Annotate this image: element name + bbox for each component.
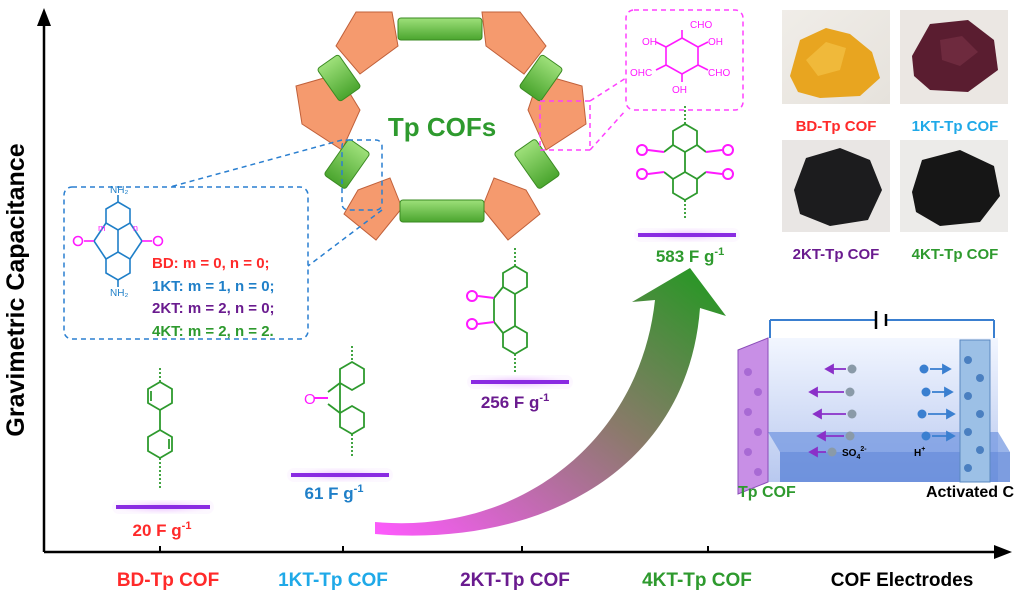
- legend-item: 4KT: m = 2, n = 2.: [152, 323, 274, 340]
- x-axis-label: COF Electrodes: [831, 570, 974, 591]
- photo-1kt-tp: [900, 10, 1008, 104]
- linker-carbonyls: [72, 235, 164, 247]
- level-bar-bd: [112, 500, 214, 514]
- pyrene-tetraone-structure: [663, 106, 707, 220]
- level-bar-2kt: [467, 375, 573, 389]
- y-axis: [37, 8, 51, 552]
- linker-callout: [63, 139, 383, 340]
- phenanthrenequinone-structure: [493, 248, 528, 372]
- legend-item: 1KT: m = 1, n = 0;: [152, 278, 275, 295]
- tp-electrode-pattern: [744, 368, 762, 476]
- framework-node: [295, 11, 587, 241]
- svg-text:CHO: CHO: [690, 20, 712, 31]
- svg-text:OH: OH: [708, 37, 723, 48]
- tetraone-oxygens: [636, 144, 734, 180]
- anion: [827, 364, 857, 457]
- y-axis-label: Gravimetric Capacitance: [2, 143, 30, 436]
- photo-bd-tp: [782, 10, 890, 104]
- supercapacitor-cell: SO42- H+: [737, 311, 1010, 495]
- svg-text:NH₂: NH₂: [110, 288, 128, 299]
- photo-4kt-tp: [900, 140, 1008, 232]
- quinone-oxygens: [466, 290, 495, 330]
- trend-arrow: [375, 268, 726, 536]
- cation-label: H+: [914, 446, 925, 459]
- svg-text:O: O: [304, 391, 316, 408]
- cell-left-label: Tp COF: [738, 484, 796, 501]
- x-tick-label: BD-Tp COF: [117, 570, 219, 591]
- svg-text:n: n: [133, 223, 138, 233]
- photo-caption: 2KT-Tp COF: [793, 246, 880, 263]
- svg-text:CHO: CHO: [708, 68, 730, 79]
- battery-icon: [874, 311, 888, 329]
- anion-arrows: [808, 363, 846, 458]
- capacitance-label: 61 F g-1: [305, 483, 364, 503]
- tp-molecule: [655, 30, 709, 82]
- carbon-electrode-pattern: [964, 356, 984, 472]
- photo-caption: 4KT-Tp COF: [912, 246, 999, 263]
- carbonyl-group: O: [304, 391, 328, 408]
- svg-text:OHC: OHC: [630, 68, 652, 79]
- linker-molecule: [93, 195, 143, 287]
- cation-arrows: [928, 363, 956, 442]
- cell-right-label: Activated C: [926, 484, 1014, 501]
- tp-molecule-labels: CHO OH OH OHC CHO OH: [630, 20, 730, 96]
- photo-caption: BD-Tp COF: [796, 118, 877, 135]
- cation: [917, 364, 931, 441]
- framework-linker: [317, 17, 563, 223]
- svg-text:OH: OH: [642, 37, 657, 48]
- x-tick-label: 2KT-Tp COF: [460, 570, 570, 591]
- fluorenone-structure: [327, 346, 365, 458]
- capacitance-label: 20 F g-1: [133, 520, 192, 540]
- anion-label: SO42-: [842, 446, 867, 461]
- photo-caption: 1KT-Tp COF: [912, 118, 999, 135]
- capacitance-label: 256 F g-1: [481, 392, 549, 412]
- tp-callout: [539, 9, 744, 151]
- legend-item: 2KT: m = 2, n = 0;: [152, 300, 275, 317]
- svg-text:m: m: [98, 223, 106, 233]
- linker-labels: NH₂ NH₂ m n: [98, 185, 138, 299]
- x-axis: [44, 545, 1012, 559]
- svg-text:OH: OH: [672, 85, 687, 96]
- x-tick-label: 4KT-Tp COF: [642, 570, 752, 591]
- legend: BD: m = 0, n = 0; 1KT: m = 1, n = 0; 2KT…: [152, 255, 275, 340]
- level-bar-4kt: [634, 228, 740, 242]
- biphenyl-structure: [147, 368, 173, 488]
- svg-text:NH₂: NH₂: [110, 185, 128, 196]
- x-tick-label: 1KT-Tp COF: [278, 570, 388, 591]
- level-bar-1kt: [287, 468, 393, 482]
- legend-item: BD: m = 0, n = 0;: [152, 255, 270, 272]
- cof-framework: [295, 11, 587, 241]
- capacitance-label: 583 F g-1: [656, 246, 724, 266]
- photo-2kt-tp: [782, 140, 890, 232]
- framework-title: Tp COFs: [388, 112, 496, 142]
